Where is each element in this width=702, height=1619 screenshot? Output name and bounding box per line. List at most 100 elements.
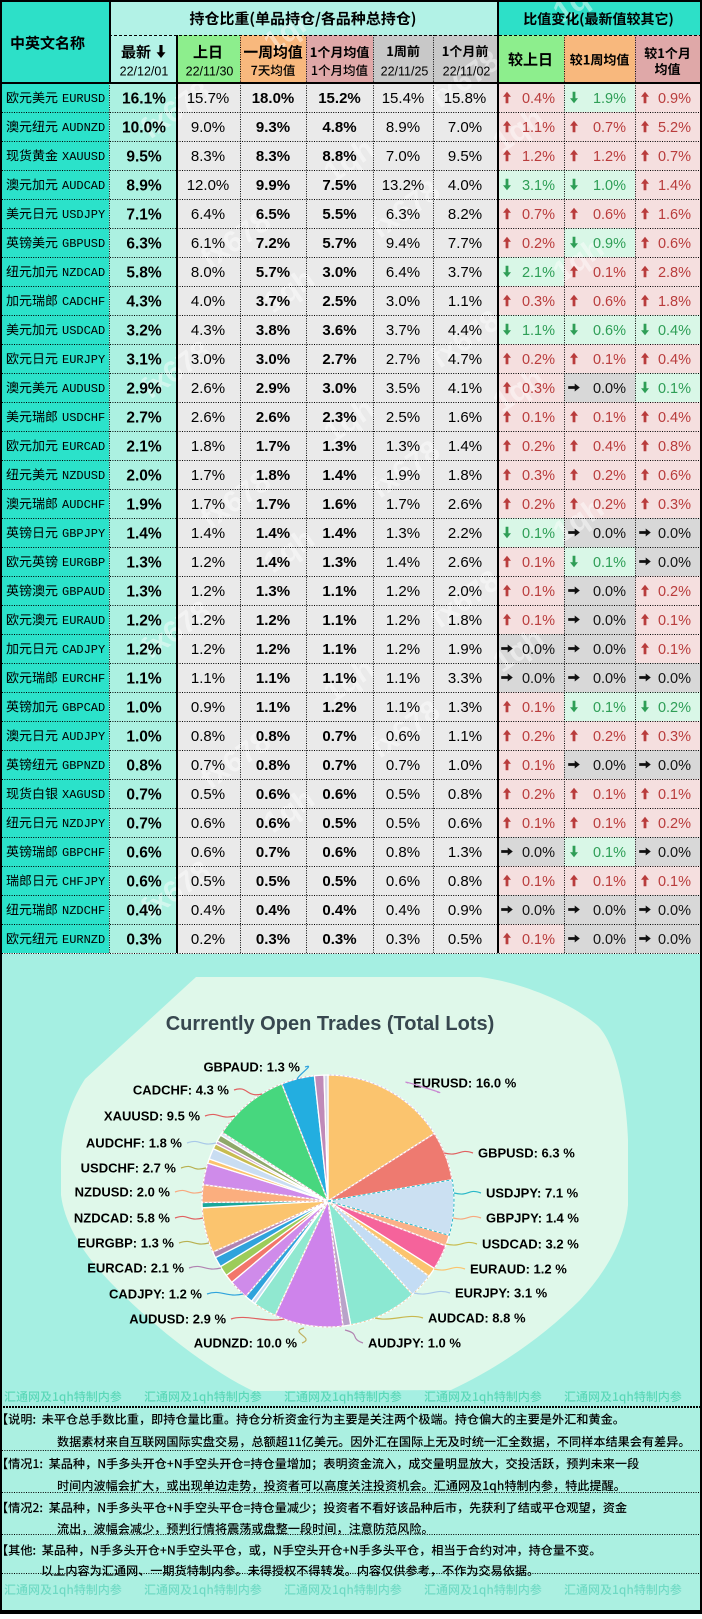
svg-text:AUDCAD: AUDCAD	[62, 179, 105, 193]
svg-text:9.9%: 9.9%	[256, 177, 290, 194]
svg-text:0.7%: 0.7%	[658, 149, 691, 165]
svg-text:0.6%: 0.6%	[448, 815, 482, 832]
svg-text:1.2%: 1.2%	[593, 149, 626, 165]
svg-text:8.3%: 8.3%	[191, 148, 225, 165]
svg-text:GBPNZD: GBPNZD	[62, 759, 105, 773]
svg-text:1.6%: 1.6%	[448, 409, 482, 426]
svg-text:XAUUSD: 9.5 %: XAUUSD: 9.5 %	[104, 1109, 201, 1124]
svg-text:0.4%: 0.4%	[126, 902, 162, 919]
svg-text:0.0%: 0.0%	[658, 903, 691, 919]
svg-text:9.5%: 9.5%	[448, 148, 482, 165]
svg-text:0.5%: 0.5%	[322, 873, 356, 890]
svg-text:1.1%: 1.1%	[322, 641, 356, 658]
svg-text:0.1%: 0.1%	[593, 700, 626, 716]
svg-text:1.1%: 1.1%	[322, 612, 356, 629]
svg-text:4.7%: 4.7%	[448, 351, 482, 368]
svg-text:0.7%: 0.7%	[126, 815, 162, 832]
svg-text:0.3%: 0.3%	[522, 381, 555, 397]
svg-text:15.2%: 15.2%	[318, 90, 361, 107]
svg-text:9.5%: 9.5%	[126, 148, 162, 165]
svg-text:8.9%: 8.9%	[386, 119, 420, 136]
svg-text:0.2%: 0.2%	[658, 816, 691, 832]
svg-text:1.9%: 1.9%	[448, 641, 482, 658]
svg-text:0.0%: 0.0%	[593, 671, 626, 687]
svg-text:0.1%: 0.1%	[522, 700, 555, 716]
svg-text:0.1%: 0.1%	[593, 410, 626, 426]
svg-text:2.6%: 2.6%	[448, 496, 482, 513]
svg-text:1.6%: 1.6%	[322, 496, 356, 513]
svg-text:XAUUSD: XAUUSD	[62, 150, 105, 164]
svg-text:5.5%: 5.5%	[322, 206, 356, 223]
svg-text:0.6%: 0.6%	[191, 844, 225, 861]
svg-text:0.0%: 0.0%	[522, 671, 555, 687]
svg-text:CADCHF: CADCHF	[62, 295, 105, 309]
svg-text:0.2%: 0.2%	[522, 439, 555, 455]
svg-text:NZDUSD: NZDUSD	[62, 469, 105, 483]
svg-text:0.7%: 0.7%	[322, 728, 356, 745]
svg-text:8.8%: 8.8%	[322, 148, 356, 165]
svg-text:0.7%: 0.7%	[191, 757, 225, 774]
svg-text:6.3%: 6.3%	[386, 206, 420, 223]
svg-text:3.6%: 3.6%	[322, 322, 356, 339]
svg-text:1.2%: 1.2%	[126, 612, 162, 629]
svg-text:GBPJPY: 1.4 %: GBPJPY: 1.4 %	[486, 1211, 579, 1226]
svg-text:EURAUD: EURAUD	[62, 614, 105, 628]
svg-text:0.0%: 0.0%	[658, 845, 691, 861]
svg-text:15.8%: 15.8%	[444, 90, 487, 107]
svg-text:2.9%: 2.9%	[126, 380, 162, 397]
svg-text:XAGUSD: XAGUSD	[62, 788, 105, 802]
svg-text:EURUSD: 16.0 %: EURUSD: 16.0 %	[413, 1076, 517, 1091]
svg-text:0.4%: 0.4%	[658, 410, 691, 426]
svg-text:1.3%: 1.3%	[448, 699, 482, 716]
svg-text:4.0%: 4.0%	[448, 177, 482, 194]
svg-text:2.7%: 2.7%	[126, 409, 162, 426]
svg-text:1.4%: 1.4%	[256, 525, 290, 542]
svg-text:1.7%: 1.7%	[191, 467, 225, 484]
svg-text:9.4%: 9.4%	[386, 235, 420, 252]
svg-text:0.1%: 0.1%	[658, 613, 691, 629]
svg-text:EURJPY: 3.1 %: EURJPY: 3.1 %	[455, 1286, 548, 1301]
svg-text:CADCHF: 4.3 %: CADCHF: 4.3 %	[133, 1083, 230, 1098]
svg-text:1.3%: 1.3%	[322, 554, 356, 571]
svg-text:EURCAD: 2.1 %: EURCAD: 2.1 %	[87, 1261, 184, 1276]
svg-text:15.4%: 15.4%	[382, 90, 425, 107]
svg-text:2.2%: 2.2%	[448, 525, 482, 542]
svg-text:0.6%: 0.6%	[593, 207, 626, 223]
svg-text:0.6%: 0.6%	[256, 815, 290, 832]
svg-text:0.5%: 0.5%	[386, 786, 420, 803]
svg-text:2.7%: 2.7%	[386, 351, 420, 368]
svg-text:1.2%: 1.2%	[386, 612, 420, 629]
svg-text:3.7%: 3.7%	[386, 322, 420, 339]
svg-text:1.3%: 1.3%	[386, 438, 420, 455]
svg-text:0.0%: 0.0%	[522, 642, 555, 658]
svg-text:NZDJPY: NZDJPY	[62, 817, 105, 831]
svg-text:0.8%: 0.8%	[256, 728, 290, 745]
svg-text:0.3%: 0.3%	[126, 931, 162, 948]
svg-text:0.2%: 0.2%	[658, 584, 691, 600]
svg-text:4.4%: 4.4%	[448, 322, 482, 339]
svg-text:NZDUSD: 2.0 %: NZDUSD: 2.0 %	[75, 1185, 171, 1200]
svg-text:0.8%: 0.8%	[386, 844, 420, 861]
svg-text:1.7%: 1.7%	[256, 496, 290, 513]
svg-text:EURJPY: EURJPY	[62, 353, 105, 367]
svg-text:5.8%: 5.8%	[126, 264, 162, 281]
svg-text:EURAUD: 1.2 %: EURAUD: 1.2 %	[470, 1262, 567, 1277]
svg-text:0.9%: 0.9%	[191, 699, 225, 716]
svg-text:0.6%: 0.6%	[126, 873, 162, 890]
svg-text:4.8%: 4.8%	[322, 119, 356, 136]
svg-text:AUDUSD: AUDUSD	[62, 382, 105, 396]
svg-text:18.0%: 18.0%	[252, 90, 295, 107]
svg-text:0.0%: 0.0%	[593, 642, 626, 658]
svg-text:1.8%: 1.8%	[448, 467, 482, 484]
svg-text:1.7%: 1.7%	[191, 496, 225, 513]
svg-text:0.9%: 0.9%	[658, 91, 691, 107]
svg-text:0.1%: 0.1%	[658, 381, 691, 397]
svg-text:AUDCHF: AUDCHF	[62, 498, 105, 512]
svg-text:6.3%: 6.3%	[126, 235, 162, 252]
svg-text:0.6%: 0.6%	[386, 873, 420, 890]
svg-text:0.9%: 0.9%	[448, 902, 482, 919]
svg-text:CADJPY: 1.2 %: CADJPY: 1.2 %	[109, 1287, 202, 1302]
svg-text:0.6%: 0.6%	[322, 786, 356, 803]
svg-text:1.1%: 1.1%	[322, 670, 356, 687]
svg-text:GBPAUD: 1.3 %: GBPAUD: 1.3 %	[203, 1060, 300, 1075]
